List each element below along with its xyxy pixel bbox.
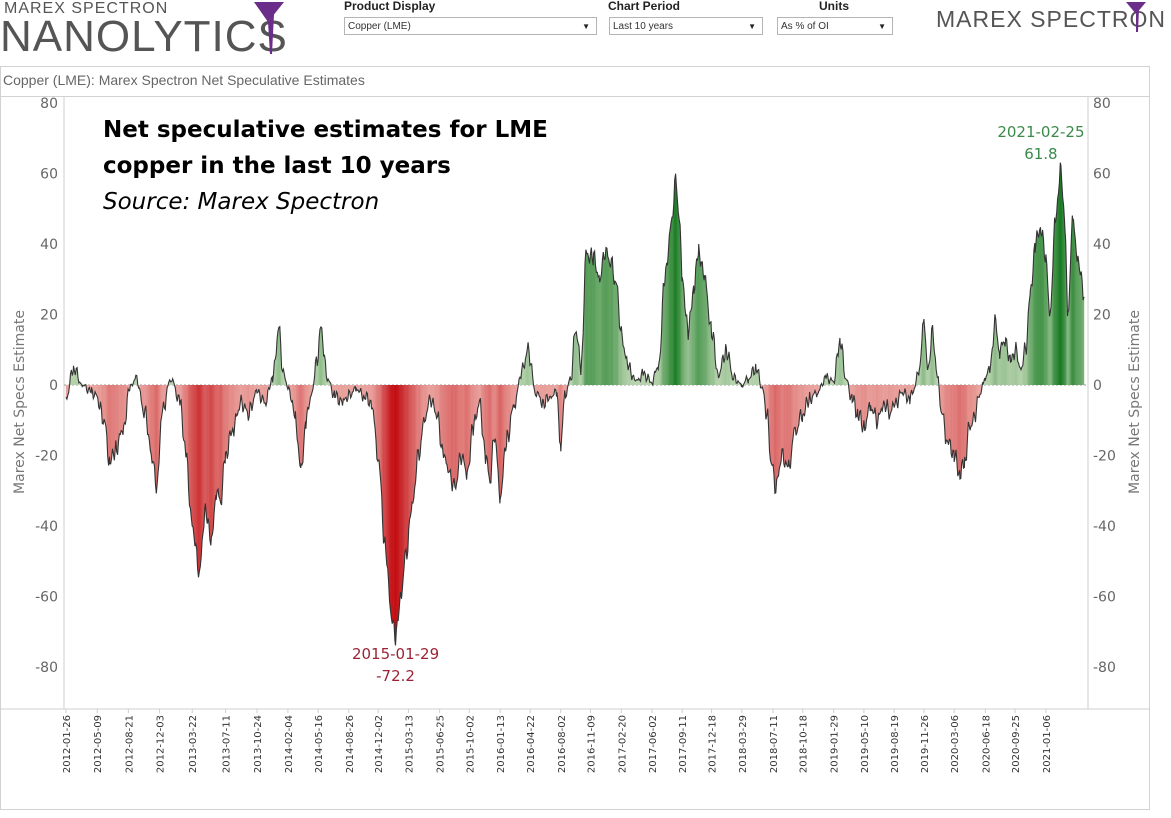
x-tick-label: 2017-09-11 [678,715,689,773]
y-tick-label-left: -20 [35,449,58,465]
max-label-value: 61.8 [1024,145,1057,163]
x-tick-label: 2020-09-25 [1011,715,1022,773]
y-tick-label-right: -20 [1093,449,1116,465]
product-display-label: Product Display [344,0,436,13]
product-display-value: Copper (LME) [348,21,411,32]
x-tick-label: 2019-01-29 [830,715,841,773]
y-tick-label-right: -80 [1093,660,1116,676]
x-tick-label: 2020-03-06 [950,715,961,773]
y-tick-label-right: 80 [1093,96,1111,112]
chart-period-value: Last 10 years [613,21,674,32]
annotation-line-2: copper in the last 10 years [103,153,451,179]
x-tick-label: 2016-01-13 [496,715,507,773]
units-select[interactable]: As % of OI ▼ [777,17,893,35]
x-tick-label: 2014-12-02 [374,715,385,773]
x-tick-label: 2013-03-22 [188,715,199,773]
product-display-select[interactable]: Copper (LME) ▼ [344,17,597,35]
brand-small-text: MAREX SPECTRON [4,0,169,17]
x-tick-label: 2015-06-25 [436,715,447,773]
x-tick-label: 2015-10-02 [465,715,476,773]
x-tick-label: 2012-01-26 [62,715,73,773]
brand-logo-text: NANOLYTICS [0,12,288,61]
x-tick-label: 2017-12-18 [708,715,719,773]
y-tick-label-left: 0 [49,378,58,394]
y-tick-label-right: -60 [1093,590,1116,606]
units-label: Units [819,0,849,13]
panel-title: Copper (LME): Marex Spectron Net Specula… [3,72,365,88]
y-tick-label-left: 40 [40,237,58,253]
x-tick-label: 2012-08-21 [124,715,135,773]
x-tick-label: 2012-12-03 [156,715,167,773]
x-tick-label: 2016-08-02 [557,715,568,773]
chart-period-select[interactable]: Last 10 years ▼ [609,17,763,35]
min-label-date: 2015-01-29 [352,645,439,663]
x-tick-label: 2020-06-18 [981,715,992,773]
y-tick-label-right: 60 [1093,167,1111,183]
x-tick-label: 2019-05-10 [860,715,871,773]
y-axis-title-right: Marex Net Specs Estimate [1127,310,1143,494]
panel-title-divider [0,96,1150,97]
chevron-down-icon: ▼ [582,22,590,31]
x-tick-label: 2017-06-02 [648,715,659,773]
x-tick-label: 2018-07-11 [769,715,780,773]
y-tick-label-left: -60 [35,590,58,606]
y-tick-label-right: 40 [1093,237,1111,253]
x-tick-label: 2012-05-09 [93,715,104,773]
series-line [65,162,1085,646]
annotation-line-1: Net speculative estimates for LME [103,117,548,143]
x-tick-label: 2019-11-26 [920,715,931,773]
x-tick-label: 2014-08-26 [345,715,356,773]
annotation-source: Source: Marex Spectron [103,189,380,215]
x-tick-label: 2018-03-29 [738,715,749,773]
x-tick-label: 2019-08-19 [890,715,901,773]
x-tick-label: 2014-05-16 [314,715,325,773]
y-tick-label-right: -40 [1093,519,1116,535]
chart-annotation: Net speculative estimates for LME copper… [103,112,548,220]
max-label-date: 2021-02-25 [997,123,1084,141]
x-tick-label: 2018-10-18 [799,715,810,773]
y-tick-label-left: -40 [35,519,58,535]
x-tick-label: 2013-07-11 [222,715,233,773]
y-axis-title-left: Marex Net Specs Estimate [12,310,28,494]
area-segment-positive [1082,296,1085,385]
brand-right-text: MAREX SPECTRON [936,6,1166,32]
min-label-value: -72.2 [376,667,415,685]
brand-triangle-icon [254,2,284,54]
y-tick-label-right: 0 [1093,378,1102,394]
chevron-down-icon: ▼ [748,22,756,31]
units-value: As % of OI [781,21,829,32]
y-tick-label-left: 80 [40,96,58,112]
x-tick-label: 2015-03-13 [404,715,415,773]
y-tick-label-right: 20 [1093,308,1111,324]
x-tick-label: 2021-01-06 [1042,715,1053,773]
x-tick-label: 2016-04-22 [526,715,537,773]
chart-period-label: Chart Period [608,0,681,13]
y-tick-label-left: 20 [40,308,58,324]
x-tick-label: 2016-11-09 [586,715,597,773]
brand-right-triangle-icon [1126,2,1146,32]
y-tick-label-left: -80 [35,660,58,676]
x-tick-label: 2013-10-24 [253,715,264,773]
x-tick-label: 2017-02-20 [617,715,628,773]
x-tick-label: 2014-02-04 [284,715,295,773]
y-tick-label-left: 60 [40,167,58,183]
chart-panel [0,66,1150,810]
chevron-down-icon: ▼ [878,22,886,31]
